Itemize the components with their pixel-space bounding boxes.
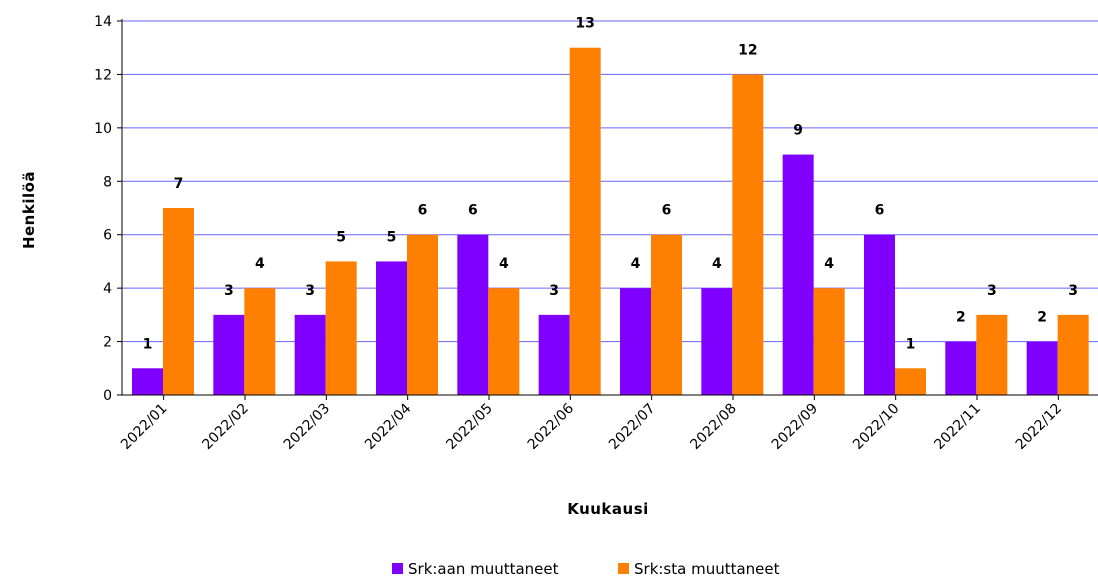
bar xyxy=(782,154,814,395)
bar xyxy=(701,288,733,395)
legend-label: Srk:sta muuttaneet xyxy=(634,560,780,578)
y-tick-label: 4 xyxy=(103,281,112,297)
y-tick-label: 14 xyxy=(94,14,112,30)
x-tick-label: 2022/12 xyxy=(1013,401,1065,453)
data-label: 1 xyxy=(906,336,916,352)
data-label: 2 xyxy=(1037,310,1047,326)
y-tick-labels: 0 2 4 6 8 10 12 14 xyxy=(94,14,112,404)
data-label: 3 xyxy=(305,283,315,299)
bar xyxy=(538,314,570,395)
data-label: 9 xyxy=(793,123,803,139)
data-label: 13 xyxy=(575,16,594,32)
bar xyxy=(244,288,276,395)
x-tick-label: 2022/05 xyxy=(443,401,495,453)
legend: Srk:aan muuttaneet Srk:sta muuttaneet xyxy=(392,560,780,578)
x-axis-title: Kuukausi xyxy=(567,500,649,518)
bar xyxy=(163,208,194,395)
axes xyxy=(117,19,1098,400)
legend-label: Srk:aan muuttaneet xyxy=(408,560,559,578)
gridlines xyxy=(122,20,1098,343)
y-tick-label: 12 xyxy=(94,67,112,83)
data-label: 3 xyxy=(987,283,997,299)
bar xyxy=(325,261,357,395)
bar xyxy=(294,314,326,395)
x-tick-label: 2022/04 xyxy=(362,400,415,453)
y-tick-label: 10 xyxy=(94,121,112,137)
bar xyxy=(132,368,163,395)
data-label: 6 xyxy=(468,203,478,219)
bar xyxy=(1057,314,1089,395)
bar xyxy=(620,288,651,395)
data-label: 1 xyxy=(143,336,153,352)
bar xyxy=(945,341,977,395)
y-axis-title: Henkilöä xyxy=(20,171,38,249)
x-tick-label: 2022/01 xyxy=(118,401,170,453)
bar xyxy=(864,234,895,395)
bar xyxy=(213,314,245,395)
data-label: 6 xyxy=(662,203,672,219)
x-tick-label: 2022/10 xyxy=(850,401,902,453)
data-label: 5 xyxy=(387,229,397,245)
bar xyxy=(407,234,438,395)
bar xyxy=(1026,341,1058,395)
bar xyxy=(569,47,601,395)
bar xyxy=(976,314,1008,395)
data-label: 4 xyxy=(712,256,722,272)
bar xyxy=(488,288,520,395)
x-tick-label: 2022/07 xyxy=(606,401,658,453)
data-label: 6 xyxy=(418,203,428,219)
y-tick-label: 2 xyxy=(103,335,112,351)
data-label: 3 xyxy=(1068,283,1078,299)
data-label: 3 xyxy=(549,283,559,299)
bars xyxy=(132,47,1089,395)
data-label: 4 xyxy=(499,256,509,272)
data-label: 12 xyxy=(738,42,757,58)
bar xyxy=(457,234,489,395)
y-tick-label: 8 xyxy=(103,174,112,190)
x-tick-label: 2022/06 xyxy=(525,400,578,453)
data-label: 2 xyxy=(956,310,966,326)
bar xyxy=(895,368,926,395)
data-label: 4 xyxy=(824,256,834,272)
x-tick-label: 2022/02 xyxy=(199,401,251,453)
bar xyxy=(732,74,764,395)
bar xyxy=(376,261,407,395)
x-tick-label: 2022/08 xyxy=(687,401,739,453)
data-label: 4 xyxy=(631,256,641,272)
x-tick-label: 2022/03 xyxy=(281,401,333,453)
bar xyxy=(651,234,682,395)
x-tick-labels: 2022/01 2022/02 2022/03 2022/04 2022/05 2022/… xyxy=(118,400,1065,453)
legend-swatch xyxy=(392,563,403,574)
legend-swatch xyxy=(618,563,629,574)
x-tick-label: 2022/09 xyxy=(769,401,821,453)
bar xyxy=(813,288,845,395)
data-label: 4 xyxy=(255,256,265,272)
x-tick-label: 2022/11 xyxy=(931,401,983,453)
data-label: 3 xyxy=(224,283,234,299)
y-tick-label: 0 xyxy=(103,388,112,404)
data-label: 5 xyxy=(336,229,346,245)
data-label: 7 xyxy=(174,176,184,192)
data-label: 6 xyxy=(875,203,885,219)
y-tick-label: 6 xyxy=(103,228,112,244)
